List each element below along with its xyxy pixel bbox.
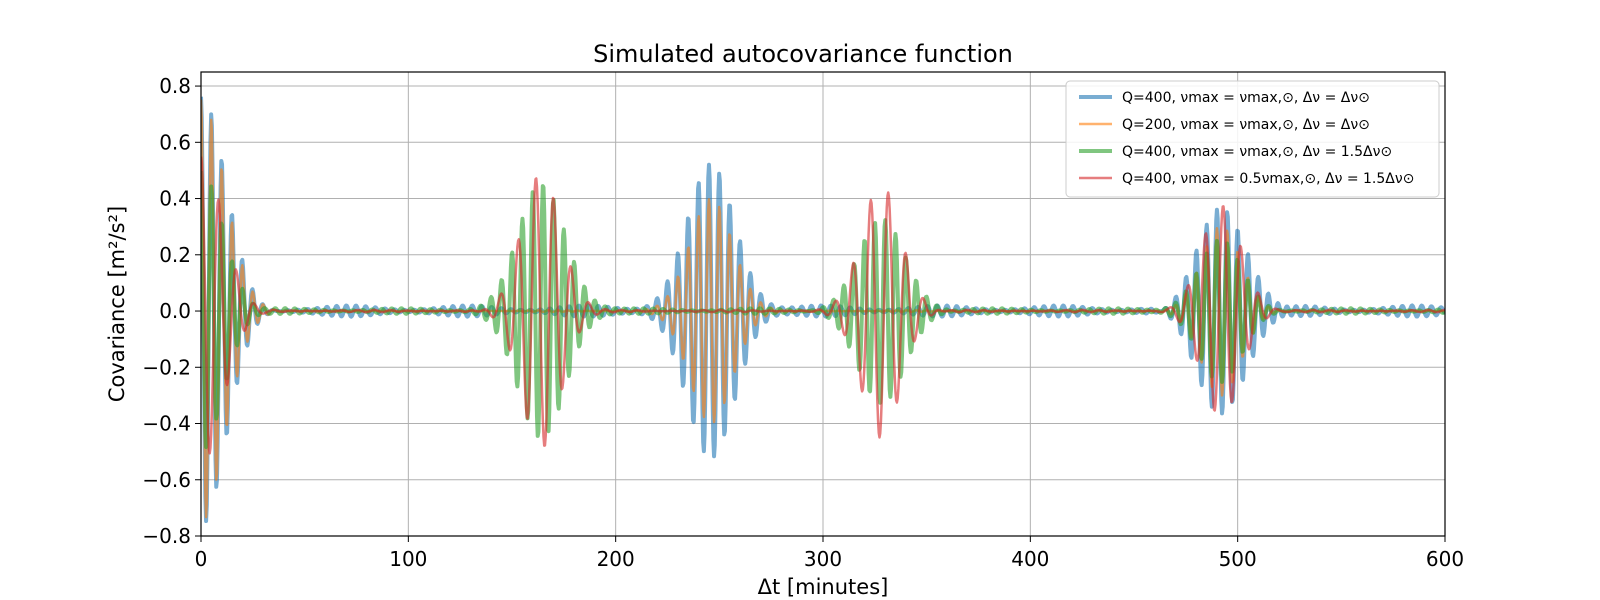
x-tick-label: 500: [1219, 547, 1257, 571]
legend-label-2: Q=200, νmax = νmax,⊙, Δν = Δν⊙: [1122, 117, 1370, 133]
chart-title: Simulated autocovariance function: [593, 40, 1013, 68]
y-axis-label: Covariance [m²/s²]: [105, 206, 129, 402]
x-tick-label: 200: [597, 547, 635, 571]
x-tick-label: 300: [804, 547, 842, 571]
y-tick-label: −0.2: [142, 355, 191, 379]
x-tick-label: 100: [389, 547, 427, 571]
y-tick-label: 0.8: [159, 74, 191, 98]
x-tick-label: 0: [195, 547, 208, 571]
ticks-layer: 0 100 200 300 400 500 600 −0.8 −0.6 −0.4 −0.2 0.0 0.…: [142, 74, 1464, 571]
x-axis-label: Δt [minutes]: [758, 575, 889, 599]
legend: Q=400, νmax = νmax,⊙, Δν = Δν⊙ Q=200, νma…: [1065, 80, 1440, 198]
y-tick-label: 0.2: [159, 243, 191, 267]
y-tick-label: −0.8: [142, 524, 191, 548]
series-line-4: [201, 156, 1445, 455]
legend-box: [1065, 80, 1440, 198]
y-tick-label: −0.4: [142, 412, 191, 436]
legend-label-1: Q=400, νmax = νmax,⊙, Δν = Δν⊙: [1122, 90, 1370, 106]
x-tick-label: 600: [1426, 547, 1464, 571]
x-tick-label: 400: [1011, 547, 1049, 571]
y-tick-label: 0.6: [159, 130, 191, 154]
y-tick-label: 0.0: [159, 299, 191, 323]
legend-label-3: Q=400, νmax = νmax,⊙, Δν = 1.5Δν⊙: [1122, 144, 1392, 160]
y-tick-label: 0.4: [159, 187, 191, 211]
legend-label-4: Q=400, νmax = 0.5νmax,⊙, Δν = 1.5Δν⊙: [1122, 171, 1414, 187]
y-tick-label: −0.6: [142, 468, 191, 492]
series-layer: [201, 96, 1445, 524]
